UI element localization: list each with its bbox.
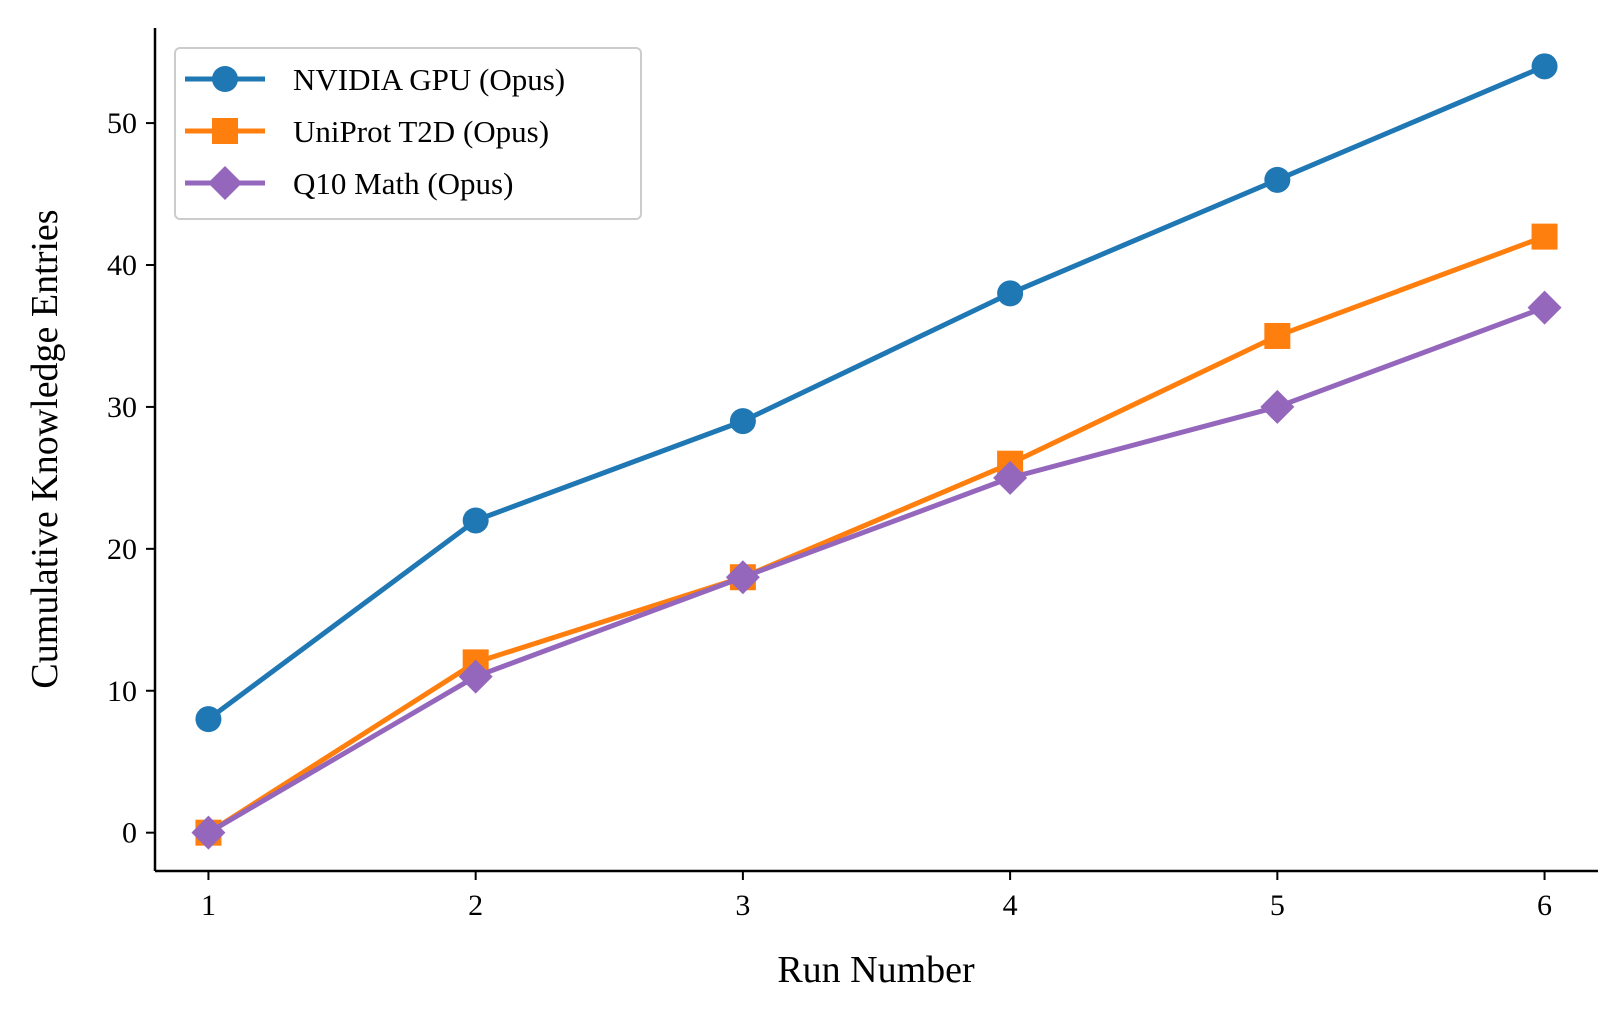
legend-label: Q10 Math (Opus) [293,166,513,201]
y-tick-label: 10 [107,675,137,708]
legend: NVIDIA GPU (Opus) UniProt T2D (Opus) Q10 M… [174,47,642,220]
data-point [725,560,760,595]
y-axis-title: Cumulative Knowledge Entries [24,209,66,688]
data-point [729,408,756,435]
series-3 [191,290,1562,850]
y-tick-label: 50 [107,107,137,140]
data-point [191,815,226,850]
data-point [462,507,489,534]
data-point [1260,389,1295,424]
series-line [205,305,1548,836]
x-tick-label: 5 [1270,889,1285,922]
y-tick-label: 0 [122,817,137,850]
y-tick-label: 40 [107,249,137,282]
x-axis-title: Run Number [777,949,975,991]
legend-marker [208,166,242,200]
series-line [205,234,1548,836]
legend-label: UniProt T2D (Opus) [293,114,549,149]
series-layer [191,53,1562,850]
legend-marker [212,118,238,144]
data-point [1531,53,1558,80]
ticks-layer: 1 2 3 4 5 6 0 10 20 30 40 50 [107,107,1552,922]
data-point [1531,223,1558,250]
y-tick-label: 30 [107,391,137,424]
data-point [1527,290,1562,325]
series-2 [195,223,1558,846]
data-point [993,460,1028,495]
x-tick-label: 6 [1537,889,1552,922]
x-tick-label: 4 [1003,889,1018,922]
legend-entry: NVIDIA GPU (Opus) [185,62,565,97]
data-point [997,280,1024,307]
series-line [205,63,1548,722]
x-tick-label: 1 [201,889,216,922]
legend-entry: Q10 Math (Opus) [185,166,513,201]
x-tick-label: 2 [468,889,483,922]
legend-frame [174,47,642,220]
data-point [195,706,222,733]
legend-label: NVIDIA GPU (Opus) [293,62,565,97]
x-tick-label: 3 [735,889,750,922]
data-point [458,659,493,694]
series-1 [195,53,1558,733]
data-point [1264,322,1291,349]
legend-marker [212,66,238,92]
data-point [1264,166,1291,193]
legend-entry: UniProt T2D (Opus) [185,114,549,149]
y-tick-label: 20 [107,533,137,566]
